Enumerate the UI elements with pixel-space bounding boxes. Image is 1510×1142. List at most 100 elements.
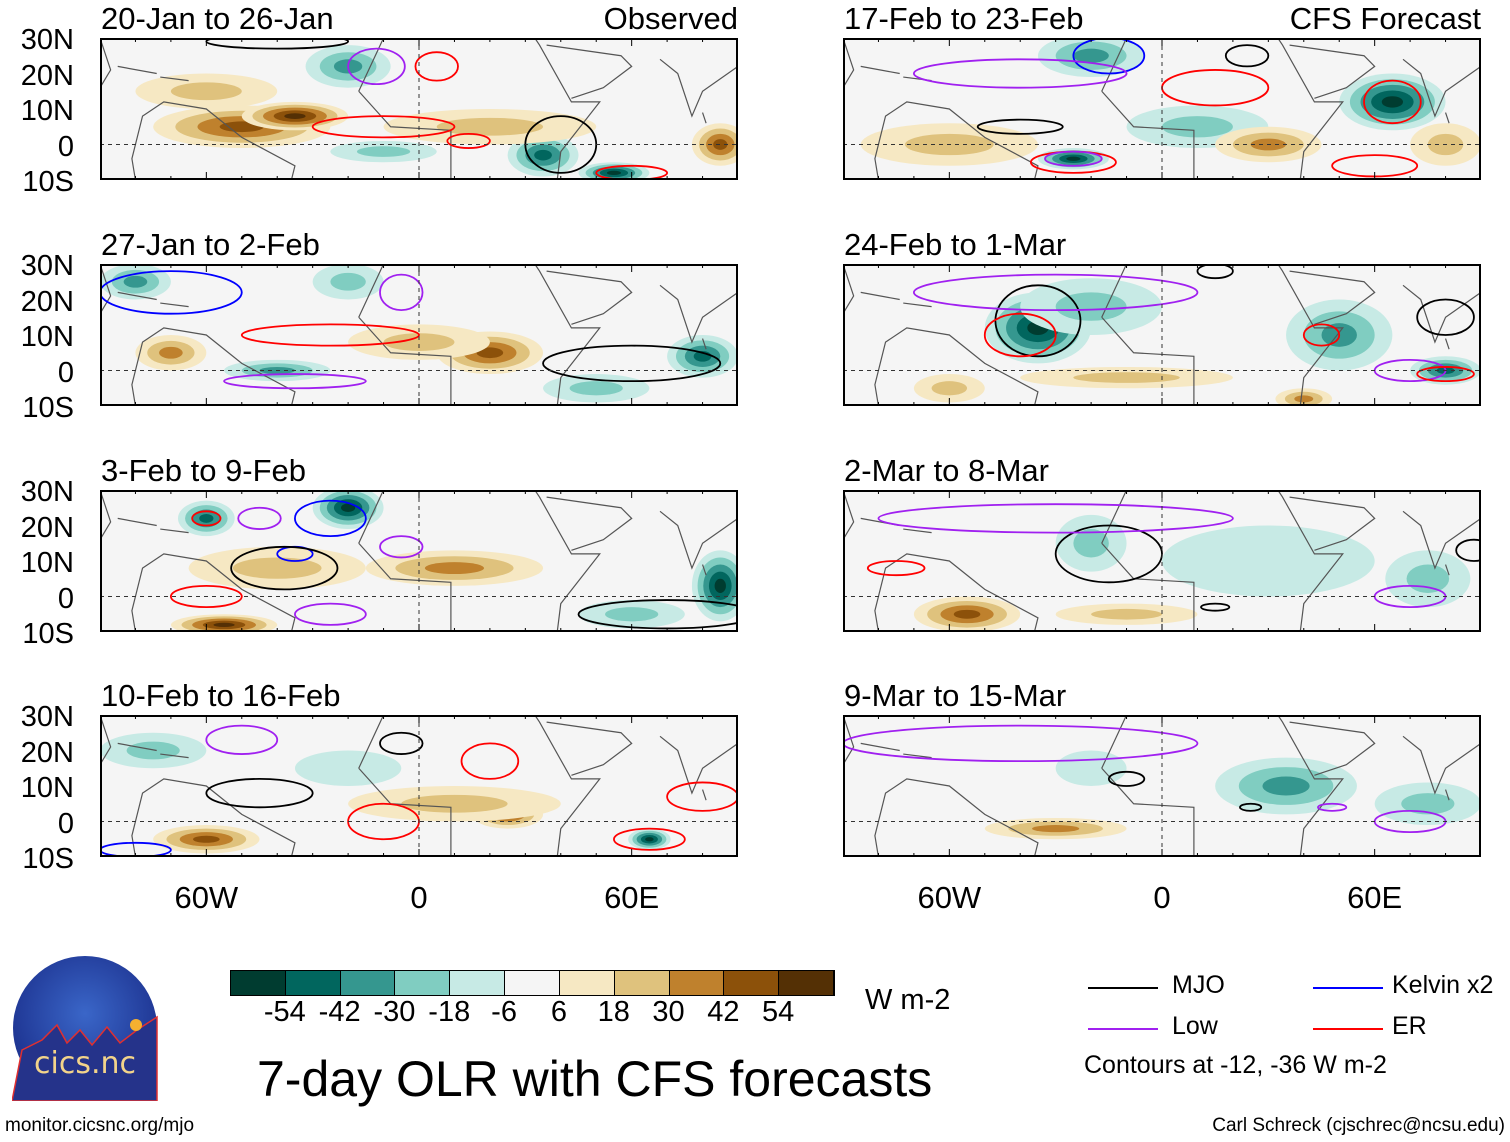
contour-low xyxy=(1044,150,1103,167)
colorbar-tick-label: -42 xyxy=(318,996,361,1028)
colorbar-tick-label: -54 xyxy=(263,996,306,1028)
contour-er xyxy=(1363,79,1422,125)
olr-anomaly xyxy=(1055,292,1127,321)
panel-title: 27-Jan to 2-Feb xyxy=(101,227,320,262)
colorbar-tick-label: -30 xyxy=(373,996,416,1028)
colorbar-tick-label: 6 xyxy=(550,996,567,1028)
olr-anomaly xyxy=(284,113,306,119)
south-america-coastline xyxy=(131,327,296,406)
lat-tick-label: 20N xyxy=(20,511,74,544)
lon-tick-label: 0 xyxy=(1153,880,1171,915)
forecast-label: CFS Forecast xyxy=(1289,1,1481,36)
map-panel xyxy=(843,490,1481,632)
lat-tick-label: 0 xyxy=(57,582,74,615)
olr-anomaly xyxy=(1406,564,1450,593)
contour-low xyxy=(223,373,367,390)
map-panel xyxy=(843,38,1481,180)
olr-anomaly xyxy=(1032,825,1080,833)
lat-tick-label: 10S xyxy=(22,166,74,198)
contour-kelvin-x2 xyxy=(1072,38,1146,75)
olr-anomaly xyxy=(356,146,411,157)
panel-title: 20-Jan to 26-Jan xyxy=(101,1,334,36)
contour-low xyxy=(912,58,1128,89)
contour-low xyxy=(294,602,367,626)
south-america-coastline xyxy=(874,101,1039,180)
colorbar-swatch xyxy=(340,971,396,995)
lat-tick-label: 20N xyxy=(20,736,74,769)
olr-anomaly xyxy=(953,609,981,619)
colorbar-tick-label: 42 xyxy=(707,996,740,1028)
olr-anomaly xyxy=(199,513,214,523)
colorbar-swatch xyxy=(450,971,506,995)
olr-anomaly xyxy=(476,347,504,359)
legend-line-er xyxy=(1313,1028,1383,1030)
panel-frame xyxy=(843,490,1481,632)
lon-tick-label: 60E xyxy=(1347,880,1403,915)
contour-mjo xyxy=(1455,538,1481,562)
contour-mjo xyxy=(1239,802,1263,812)
cics-logo: cics.nc xyxy=(11,955,158,1102)
panel-title: 2-Mar to 8-Mar xyxy=(844,453,1049,488)
legend-line-low xyxy=(1088,1028,1158,1030)
africa-coastline xyxy=(1101,490,1345,632)
olr-anomaly xyxy=(534,149,552,161)
olr-anomaly xyxy=(714,578,726,593)
lat-tick-label: 10S xyxy=(22,392,74,424)
olr-anomaly xyxy=(605,607,659,622)
colorbar xyxy=(230,970,835,996)
africa-coastline xyxy=(1101,38,1345,180)
lon-tick-label: 60E xyxy=(604,880,660,915)
south-america-coastline xyxy=(131,101,296,180)
olr-anomaly xyxy=(1401,793,1455,815)
legend-label: Low xyxy=(1172,1012,1218,1040)
lon-tick-label: 60W xyxy=(174,880,239,915)
contour-low xyxy=(379,535,424,559)
olr-anomaly xyxy=(294,750,402,786)
lat-tick-label: 30N xyxy=(20,701,74,733)
colorbar-swatch xyxy=(505,971,560,995)
colorbar-swatch xyxy=(231,971,286,995)
olr-anomaly xyxy=(170,82,242,101)
africa-coastline xyxy=(358,38,602,180)
lat-tick-label: 0 xyxy=(57,807,74,840)
panel-title: 10-Feb to 16-Feb xyxy=(101,678,341,713)
panel-frame xyxy=(843,264,1481,406)
south-america-coastline xyxy=(874,778,1039,857)
panel-frame xyxy=(843,715,1481,857)
panel-title: 17-Feb to 23-Feb xyxy=(844,1,1084,36)
contour-kelvin-x2 xyxy=(100,270,243,315)
source-url[interactable]: monitor.cicsnc.org/mjo xyxy=(5,1115,195,1136)
contour-er xyxy=(1416,366,1475,383)
contour-mjo xyxy=(1200,602,1231,612)
panel-frame xyxy=(100,490,738,632)
contour-mjo xyxy=(1054,524,1163,584)
olr-anomaly xyxy=(232,557,322,579)
olr-anomaly xyxy=(126,741,180,760)
contour-note: Contours at -12, -36 W m-2 xyxy=(1084,1051,1387,1079)
legend-label: Kelvin x2 xyxy=(1392,971,1494,999)
map-panel xyxy=(100,38,738,180)
panel-frame xyxy=(843,38,1481,180)
olr-anomaly xyxy=(1073,372,1180,383)
contour-mjo xyxy=(230,545,339,591)
contour-mjo xyxy=(976,118,1064,135)
olr-anomaly xyxy=(123,275,148,288)
lat-tick-label: 10S xyxy=(22,618,74,650)
panel-frame xyxy=(100,38,738,180)
olr-anomaly xyxy=(1091,608,1162,620)
lat-tick-label: 10N xyxy=(20,321,74,353)
colorbar-tick-label: 54 xyxy=(762,996,795,1028)
units-label: W m-2 xyxy=(865,984,951,1016)
olr-anomaly xyxy=(931,381,968,396)
panel-title: 24-Feb to 1-Mar xyxy=(844,227,1067,262)
credit: Carl Schreck (cjschrec@ncsu.edu) xyxy=(1212,1115,1505,1136)
coastlines xyxy=(843,715,1481,801)
contour-low xyxy=(379,273,424,312)
legend-line-mjo xyxy=(1088,987,1158,989)
contour-low xyxy=(237,506,282,530)
africa-coastline xyxy=(1101,264,1345,406)
contour-er xyxy=(613,827,686,851)
coastlines xyxy=(843,490,1481,576)
olr-anomaly xyxy=(1073,48,1109,63)
